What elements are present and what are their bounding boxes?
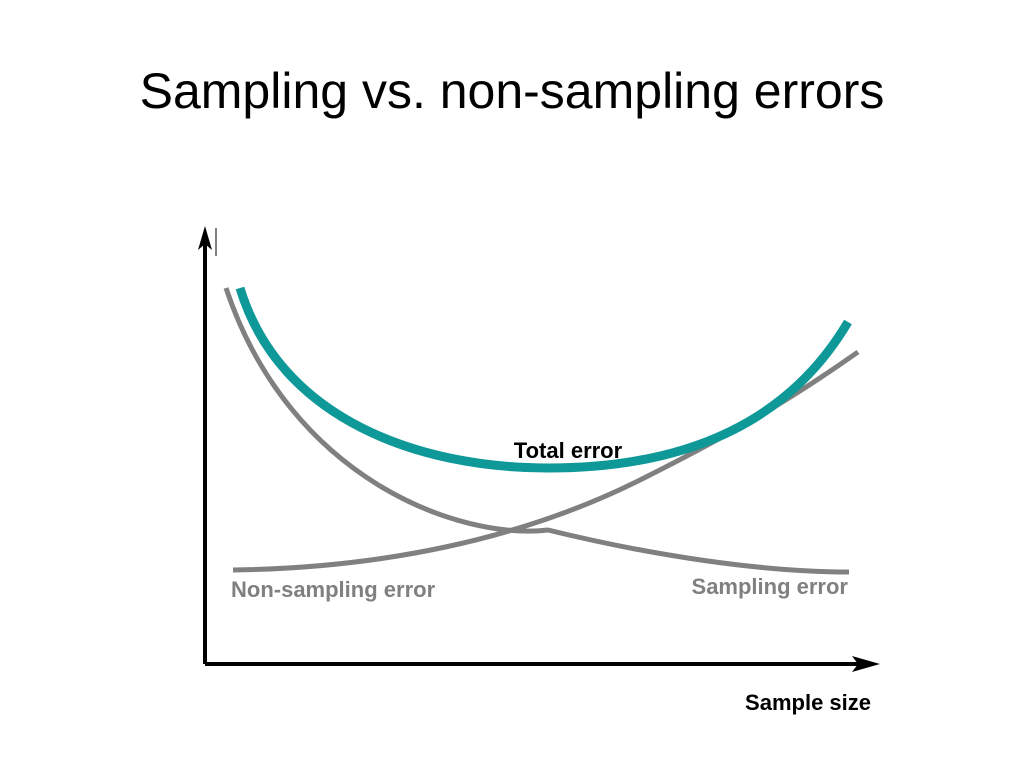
slide-title: Sampling vs. non-sampling errors [139, 63, 885, 119]
sampling-error-curve [223, 287, 850, 575]
total-error-label: Total error [514, 438, 623, 463]
sampling-error-label: Sampling error [692, 574, 849, 599]
y-axis-arrowhead [198, 226, 212, 250]
x-axis-label: Sample size [745, 690, 871, 715]
non-sampling-error-label: Non-sampling error [231, 577, 436, 602]
x-axis-arrowhead [852, 656, 880, 672]
total-error-curve [235, 286, 852, 473]
